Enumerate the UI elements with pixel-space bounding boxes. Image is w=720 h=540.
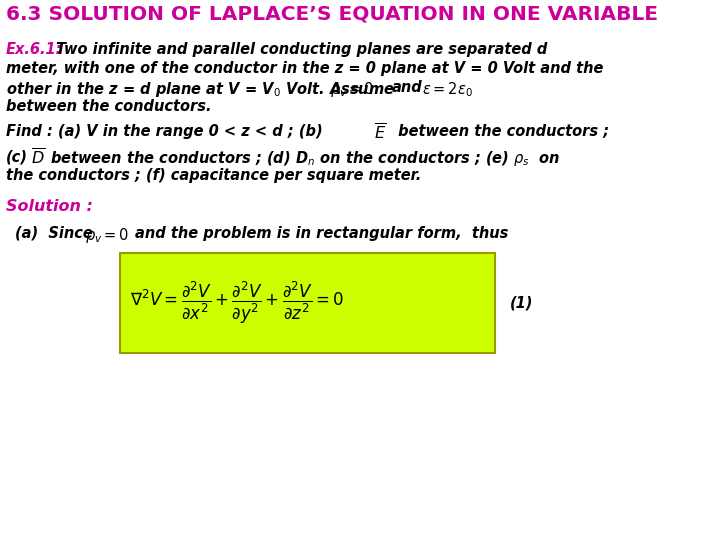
- Text: Two infinite and parallel conducting planes are separated d: Two infinite and parallel conducting pla…: [56, 42, 547, 57]
- Text: $\varepsilon = 2\varepsilon_0$: $\varepsilon = 2\varepsilon_0$: [422, 80, 473, 99]
- Text: between the conductors ; (d) D$_n$ on the conductors ; (e) $\rho_s$  on: between the conductors ; (d) D$_n$ on th…: [50, 149, 560, 168]
- Text: the conductors ; (f) capacitance per square meter.: the conductors ; (f) capacitance per squ…: [6, 168, 421, 183]
- Text: (a)  Since: (a) Since: [15, 226, 93, 241]
- Text: (c): (c): [6, 149, 28, 164]
- Text: (1): (1): [510, 295, 534, 310]
- Text: $\rho_v = 0$: $\rho_v = 0$: [85, 226, 129, 245]
- Text: between the conductors ;: between the conductors ;: [393, 124, 609, 139]
- Text: 6.3 SOLUTION OF LAPLACE’S EQUATION IN ONE VARIABLE: 6.3 SOLUTION OF LAPLACE’S EQUATION IN ON…: [6, 4, 658, 23]
- Text: meter, with one of the conductor in the z = 0 plane at V = 0 Volt and the: meter, with one of the conductor in the …: [6, 61, 603, 76]
- Text: and: and: [392, 80, 423, 95]
- Text: $\overline{E}$: $\overline{E}$: [374, 123, 386, 143]
- Text: between the conductors.: between the conductors.: [6, 99, 212, 114]
- Text: Find : (a) V in the range 0 < z < d ; (b): Find : (a) V in the range 0 < z < d ; (b…: [6, 124, 323, 139]
- Text: $\nabla^2 V = \dfrac{\partial^2 V}{\partial x^2} + \dfrac{\partial^2 V}{\partial: $\nabla^2 V = \dfrac{\partial^2 V}{\part…: [130, 280, 344, 326]
- Text: Ex.6.1:: Ex.6.1:: [6, 42, 63, 57]
- Text: $\rho_v = 0$: $\rho_v = 0$: [330, 80, 374, 99]
- Text: Solution :: Solution :: [6, 199, 93, 214]
- Text: other in the z = d plane at V = V$_0$ Volt. Assume: other in the z = d plane at V = V$_0$ Vo…: [6, 80, 395, 99]
- FancyBboxPatch shape: [120, 253, 495, 353]
- Text: and the problem is in rectangular form,  thus: and the problem is in rectangular form, …: [135, 226, 508, 241]
- Text: $\overline{D}$: $\overline{D}$: [31, 148, 45, 168]
